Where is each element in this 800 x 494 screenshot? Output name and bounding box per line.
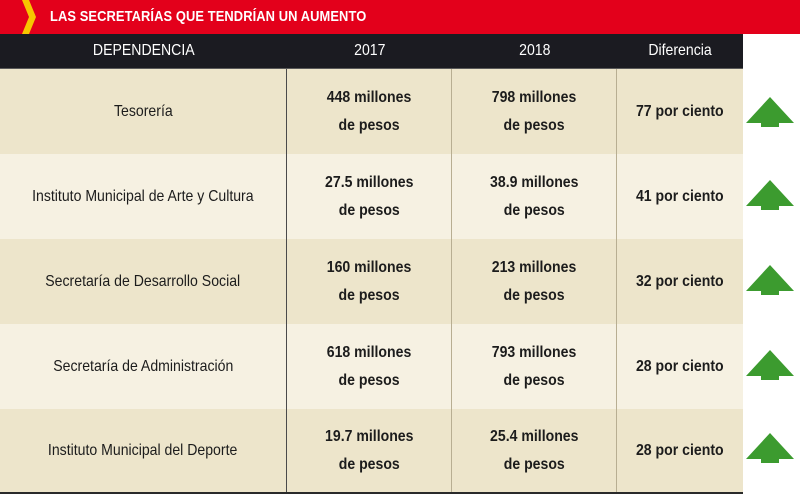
cell-2017: 27.5 millones de pesos bbox=[287, 154, 452, 239]
up-arrow-icon bbox=[746, 433, 794, 463]
cell-diferencia: 28 por ciento bbox=[636, 441, 724, 459]
header-2018: 2018 bbox=[518, 42, 551, 59]
cell-2018: 793 millones de pesos bbox=[452, 324, 617, 409]
cell-dependencia: Tesorería bbox=[0, 69, 287, 154]
up-arrow-icon bbox=[746, 350, 794, 380]
cell-2018: 38.9 millones de pesos bbox=[452, 154, 617, 239]
cell-dependencia: Instituto Municipal de Arte y Cultura bbox=[0, 154, 287, 239]
up-arrow-icon bbox=[746, 265, 794, 295]
table-row: Instituto Municipal del Deporte 19.7 mil… bbox=[0, 409, 743, 494]
cell-diferencia: 28 por ciento bbox=[636, 357, 724, 375]
table-row: Secretaría de Desarrollo Social 160 mill… bbox=[0, 239, 743, 324]
cell-dependencia: Instituto Municipal del Deporte bbox=[0, 409, 287, 492]
title-banner: LAS SECRETARÍAS QUE TENDRÍAN UN AUMENTO bbox=[0, 0, 800, 34]
cell-diferencia: 77 por ciento bbox=[636, 102, 724, 120]
table-header: DEPENDENCIA 2017 2018 Diferencia bbox=[0, 34, 743, 69]
chevron-right-icon bbox=[22, 0, 36, 34]
table-row: Tesorería 448 millones de pesos 798 millo… bbox=[0, 69, 743, 154]
cell-2017: 618 millones de pesos bbox=[287, 324, 452, 409]
table-row: Instituto Municipal de Arte y Cultura 27… bbox=[0, 154, 743, 239]
table-row: Secretaría de Administración 618 millone… bbox=[0, 324, 743, 409]
header-dependencia: DEPENDENCIA bbox=[92, 42, 195, 59]
cell-diferencia: 41 por ciento bbox=[636, 187, 724, 205]
cell-diferencia: 32 por ciento bbox=[636, 272, 724, 290]
up-arrow-icon bbox=[746, 180, 794, 210]
up-arrow-icon bbox=[746, 97, 794, 127]
cell-2018: 213 millones de pesos bbox=[452, 239, 617, 324]
banner-title: LAS SECRETARÍAS QUE TENDRÍAN UN AUMENTO bbox=[50, 8, 367, 25]
budget-table: DEPENDENCIA 2017 2018 Diferencia Tesorer… bbox=[0, 34, 743, 494]
cell-2018: 798 millones de pesos bbox=[452, 69, 617, 154]
header-diferencia: Diferencia bbox=[648, 42, 712, 59]
cell-2017: 19.7 millones de pesos bbox=[287, 409, 452, 492]
cell-dependencia: Secretaría de Desarrollo Social bbox=[0, 239, 287, 324]
cell-dependencia: Secretaría de Administración bbox=[0, 324, 287, 409]
cell-2017: 448 millones de pesos bbox=[287, 69, 452, 154]
cell-2018: 25.4 millones de pesos bbox=[452, 409, 617, 492]
header-2017: 2017 bbox=[353, 42, 386, 59]
cell-2017: 160 millones de pesos bbox=[287, 239, 452, 324]
